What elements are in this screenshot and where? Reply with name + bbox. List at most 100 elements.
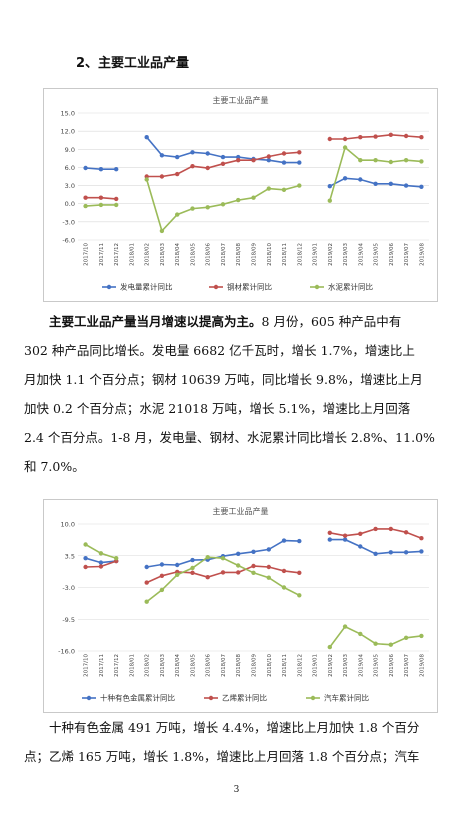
data-point — [236, 197, 241, 203]
data-point — [403, 158, 409, 163]
data-point — [251, 158, 256, 163]
data-point — [144, 564, 149, 570]
x-tick-label: 2019/03 — [343, 654, 349, 677]
data-point — [419, 536, 424, 541]
data-point — [266, 547, 271, 552]
x-tick-label: 2019/08 — [419, 243, 425, 266]
data-point — [114, 556, 119, 561]
data-point — [419, 135, 424, 140]
data-point — [159, 573, 165, 578]
x-tick-label: 2018/08 — [236, 654, 242, 677]
paragraph1-line2: 302 种产品同比增长。发电量 6682 亿千瓦时，增长 1.7%，增速比上 — [24, 343, 415, 358]
data-point — [358, 135, 363, 140]
data-point — [251, 549, 256, 554]
x-tick-label: 2018/11 — [282, 243, 288, 266]
data-point — [98, 195, 104, 200]
y-tick-label: 10.0 — [61, 521, 75, 529]
data-point — [190, 565, 195, 571]
y-tick-label: -3.0 — [62, 218, 75, 226]
chart-svg: 主要工业品产量 15.0 12.0 9.0 6.0 3.0 0.0 -3.0 -6.0 2017/… — [61, 95, 429, 292]
data-point — [266, 564, 271, 570]
data-point — [220, 570, 226, 575]
x-tick-label: 2017/11 — [99, 243, 105, 266]
x-tick-label: 2018/02 — [145, 654, 151, 677]
data-point — [175, 562, 180, 568]
x-tick-label: 2017/11 — [99, 654, 105, 677]
y-tick-label: 12.0 — [61, 128, 75, 136]
data-point — [205, 165, 210, 171]
data-point — [83, 542, 88, 547]
data-point — [373, 158, 378, 163]
data-point — [190, 570, 195, 575]
paragraph2-line1: 十种有色金属 491 万吨，增长 4.4%，增速比上月加快 1.8 个百分 — [49, 720, 420, 735]
paragraph1-lead: 主要工业品产量当月增速以提高为主。 — [49, 314, 262, 329]
data-point — [403, 133, 409, 139]
industrial-output-chart-1: 主要工业品产量 15.0 12.0 9.0 6.0 3.0 0.0 -3.0 -6.0 2017/… — [43, 88, 438, 302]
legend-label-3: 水泥累计同比 — [328, 282, 373, 292]
data-point — [144, 599, 149, 604]
data-point — [342, 145, 348, 150]
x-tick-label: 2017/10 — [84, 243, 90, 266]
data-point — [281, 538, 287, 543]
data-point — [98, 167, 104, 172]
data-point — [373, 641, 378, 646]
data-point — [159, 562, 165, 567]
paragraph1-line6: 和 7.0%。 — [24, 459, 85, 474]
data-point — [159, 153, 165, 158]
data-point — [236, 158, 241, 163]
data-point — [190, 206, 195, 211]
data-point — [266, 186, 271, 191]
data-point — [342, 533, 348, 538]
section-heading: 2、主要工业品产量 — [76, 56, 190, 71]
data-point — [98, 551, 104, 556]
data-point — [281, 160, 287, 165]
data-point — [327, 644, 332, 650]
data-point — [342, 136, 348, 142]
data-point — [388, 642, 393, 647]
data-point — [373, 134, 378, 139]
data-point — [297, 183, 302, 188]
x-tick-label: 2018/01 — [129, 654, 135, 677]
data-point — [358, 158, 363, 163]
data-point — [83, 564, 88, 570]
y-tick-label: -3.0 — [62, 584, 75, 592]
x-tick-label: 2018/07 — [221, 243, 227, 266]
data-point — [419, 549, 424, 554]
x-tick-label: 2019/05 — [374, 243, 380, 266]
data-point — [175, 154, 180, 160]
data-point — [373, 526, 378, 532]
data-point — [190, 150, 195, 155]
data-point — [236, 154, 241, 160]
data-point — [281, 585, 287, 590]
data-point — [114, 202, 119, 208]
x-tick-label: 2019/02 — [328, 654, 334, 677]
data-point — [266, 158, 271, 163]
page-number: 3 — [233, 785, 240, 795]
data-point — [205, 575, 210, 580]
x-tick-label: 2017/12 — [114, 243, 120, 266]
data-point — [144, 580, 149, 585]
x-tick-label: 2019/06 — [389, 243, 395, 266]
legend-label-1: 发电量累计同比 — [120, 282, 173, 292]
paragraph-industrial-output: 主要工业品产量当月增速以提高为主。8 月份，605 种产品中有 302 种产品同… — [24, 307, 454, 481]
data-point — [327, 136, 332, 142]
x-tick-label: 2018/04 — [175, 243, 181, 266]
legend-marker-1 — [106, 284, 112, 290]
data-point — [403, 635, 409, 640]
x-tick-label: 2019/02 — [328, 243, 334, 266]
data-point — [83, 165, 88, 171]
paragraph-metals-output: 十种有色金属 491 万吨，增长 4.4%，增速比上月加快 1.8 个百分 点；… — [24, 713, 454, 771]
data-point — [175, 572, 180, 577]
data-point — [83, 556, 88, 561]
data-point — [98, 564, 104, 569]
y-tick-label: 3.0 — [65, 182, 75, 190]
series-line-2 — [85, 133, 422, 200]
data-point — [388, 159, 393, 165]
legend-marker-2 — [213, 284, 219, 290]
data-point — [144, 177, 149, 182]
data-point — [281, 568, 287, 574]
x-tick-label: 2019/01 — [313, 654, 319, 677]
data-point — [358, 544, 363, 549]
x-tick-label: 2018/09 — [252, 243, 258, 266]
data-point — [220, 202, 226, 207]
